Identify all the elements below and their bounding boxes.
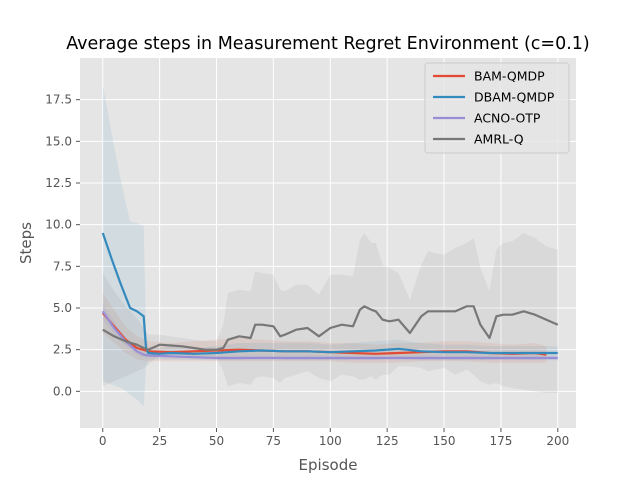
x-tick-label: 150: [433, 434, 456, 448]
y-tick-label: 17.5: [45, 93, 72, 107]
y-tick-label: 12.5: [45, 176, 72, 190]
legend-label-acno-otp: ACNO-OTP: [474, 111, 541, 126]
y-tick-label: 5.0: [53, 301, 72, 315]
x-tick-label: 0: [99, 434, 107, 448]
legend: BAM-QMDP DBAM-QMDP ACNO-OTP AMRL-Q: [424, 62, 570, 154]
y-tick-label: 2.5: [53, 343, 72, 357]
series-lines: [101, 232, 559, 360]
x-tick-label: 50: [209, 434, 224, 448]
bam-qmdp-band: [102, 293, 547, 363]
x-tick-label: 75: [266, 434, 281, 448]
legend-label-dbam-qmdp: DBAM-QMDP: [474, 90, 555, 105]
y-tick-label: 7.5: [53, 259, 72, 273]
chart-title: Average steps in Measurement Regret Envi…: [66, 34, 590, 54]
y-tick-label: 10.0: [45, 218, 72, 232]
amrl-q-line: [102, 305, 559, 351]
x-axis-ticks: 0 25 50 75 100 125 150 175 200: [99, 428, 569, 448]
x-tick-label: 200: [546, 434, 569, 448]
acno-otp-line: [101, 310, 558, 360]
y-axis-ticks: 0.0 2.5 5.0 7.5 10.0 12.5 15.0 17.5: [45, 93, 80, 398]
y-tick-label: 0.0: [53, 384, 72, 398]
x-tick-label: 25: [152, 434, 167, 448]
y-axis-label: Steps: [17, 222, 35, 264]
x-axis-label: Episode: [299, 456, 358, 474]
legend-box: [424, 62, 570, 154]
legend-label-amrl-q: AMRL-Q: [474, 132, 524, 147]
x-tick-label: 175: [489, 434, 512, 448]
x-tick-label: 100: [319, 434, 342, 448]
dbam-qmdp-line: [101, 232, 558, 355]
y-tick-label: 15.0: [45, 134, 72, 148]
legend-label-bam-qmdp: BAM-QMDP: [474, 69, 545, 84]
x-tick-label: 125: [376, 434, 399, 448]
